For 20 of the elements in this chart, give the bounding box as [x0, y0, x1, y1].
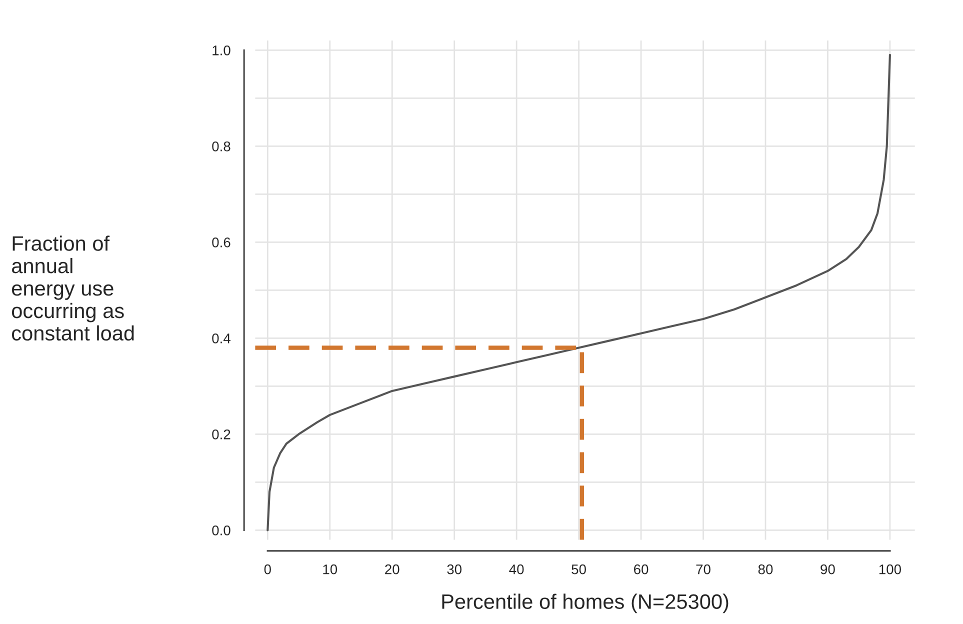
x-tick-label: 80: [758, 564, 773, 574]
x-tick-label: 10: [323, 564, 338, 574]
y-tick-label: 0.6: [212, 237, 230, 248]
y-tick-label: 0.4: [212, 333, 230, 344]
x-tick-label: 70: [696, 564, 710, 574]
x-tick-label: 0: [264, 564, 271, 574]
x-tick-label: 50: [572, 564, 586, 574]
x-tick-label: 40: [509, 564, 524, 574]
y-axis-title: Fraction of annual energy use occurring as constant load: [12, 236, 134, 341]
line-series: [266, 54, 891, 532]
x-tick-label: 60: [634, 564, 648, 574]
x-tick-label: 30: [447, 564, 462, 574]
x-tick-label: 20: [385, 564, 400, 574]
x-tick-label: 100: [879, 564, 901, 574]
y-tick-label: 0.2: [212, 429, 230, 440]
y-tick-label: 1.0: [212, 45, 230, 56]
x-tick-label: 90: [820, 564, 835, 574]
x-axis-title: Percentile of homes (N=25300): [442, 594, 728, 614]
y-tick-label: 0.0: [212, 525, 230, 536]
y-tick-label: 0.8: [212, 141, 230, 152]
